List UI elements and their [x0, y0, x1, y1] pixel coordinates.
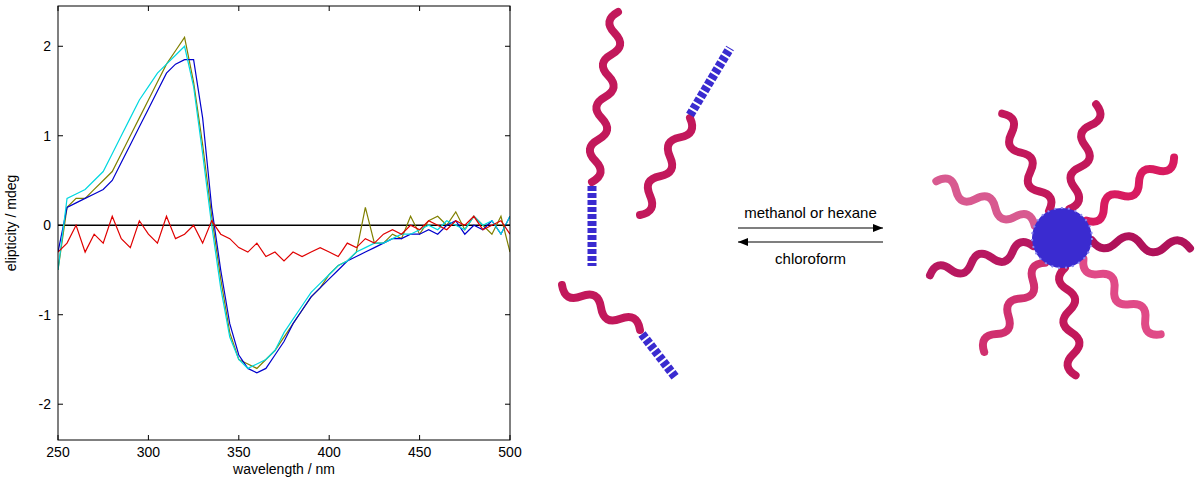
- diagram: methanol or hexane chloroform: [562, 12, 1190, 378]
- polymer-chain: [983, 263, 1045, 352]
- y-tick-right: [505, 314, 510, 315]
- rod-block: [690, 48, 730, 115]
- y-tick: [58, 46, 63, 47]
- arrow-backward: [738, 241, 883, 242]
- backward-label: chloroform: [775, 250, 846, 267]
- arrow-head: [873, 224, 883, 232]
- polymer-chain: [1069, 104, 1100, 209]
- arrow-head: [738, 238, 748, 246]
- x-tick: [510, 435, 511, 440]
- polymer-chain: [640, 118, 692, 215]
- x-tick-top: [329, 6, 330, 11]
- polymer-chain: [1083, 259, 1160, 335]
- y-tick-right: [505, 135, 510, 136]
- y-tick-right: [505, 225, 510, 226]
- series-group: [58, 37, 510, 373]
- x-tick-label: 350: [227, 444, 251, 460]
- spectrum-line: [58, 37, 510, 368]
- polymer-chain: [930, 242, 1033, 275]
- arrow-forward: [738, 227, 883, 228]
- plot-frame: [58, 6, 510, 440]
- polymer-chain: [1059, 268, 1079, 375]
- y-tick: [58, 135, 63, 136]
- x-tick-label: 300: [137, 444, 161, 460]
- x-tick-top: [148, 6, 149, 11]
- forward-label: methanol or hexane: [744, 204, 877, 221]
- x-tick-top: [238, 6, 239, 11]
- polymer-chain: [1002, 114, 1051, 211]
- x-tick-label: 500: [498, 444, 522, 460]
- x-tick: [148, 435, 149, 440]
- y-tick: [58, 314, 63, 315]
- x-tick-top: [419, 6, 420, 11]
- polymer-chain: [1092, 236, 1190, 252]
- y-axis-title: elipticity / mdeg: [3, 175, 19, 271]
- x-tick: [238, 435, 239, 440]
- y-tick-label: -2: [39, 396, 52, 412]
- x-tick: [419, 435, 420, 440]
- x-tick-top: [58, 6, 59, 11]
- y-tick-label: -1: [39, 307, 52, 323]
- rod-block: [642, 334, 676, 378]
- x-tick-label: 400: [318, 444, 342, 460]
- spectrum-line: [58, 216, 510, 261]
- micelle-core: [1032, 208, 1092, 268]
- y-tick-label: 1: [43, 128, 51, 144]
- x-tick: [58, 435, 59, 440]
- x-tick: [329, 435, 330, 440]
- y-tick-right: [505, 46, 510, 47]
- spectrum-line: [58, 46, 510, 368]
- figure: 250 300 350 400 450 500 -2 -1 0 1 2 wavelength / nm…: [0, 0, 1204, 479]
- polymer-chain: [1086, 158, 1174, 222]
- rod-block: [588, 186, 597, 266]
- polymer-chain: [936, 178, 1034, 225]
- y-tick-label: 0: [43, 217, 51, 233]
- polymer-chain: [562, 285, 640, 330]
- x-axis-title: wavelength / nm: [232, 461, 335, 477]
- y-tick: [58, 225, 63, 226]
- spectrum-line: [58, 60, 510, 373]
- micelle-core-texture: [1032, 208, 1092, 268]
- y-tick-label: 2: [43, 38, 51, 54]
- y-tick: [58, 404, 63, 405]
- polymer-chain: [590, 12, 620, 182]
- x-tick-top: [510, 6, 511, 11]
- y-tick-right: [505, 404, 510, 405]
- x-tick-label: 250: [46, 444, 70, 460]
- x-tick-label: 450: [408, 444, 432, 460]
